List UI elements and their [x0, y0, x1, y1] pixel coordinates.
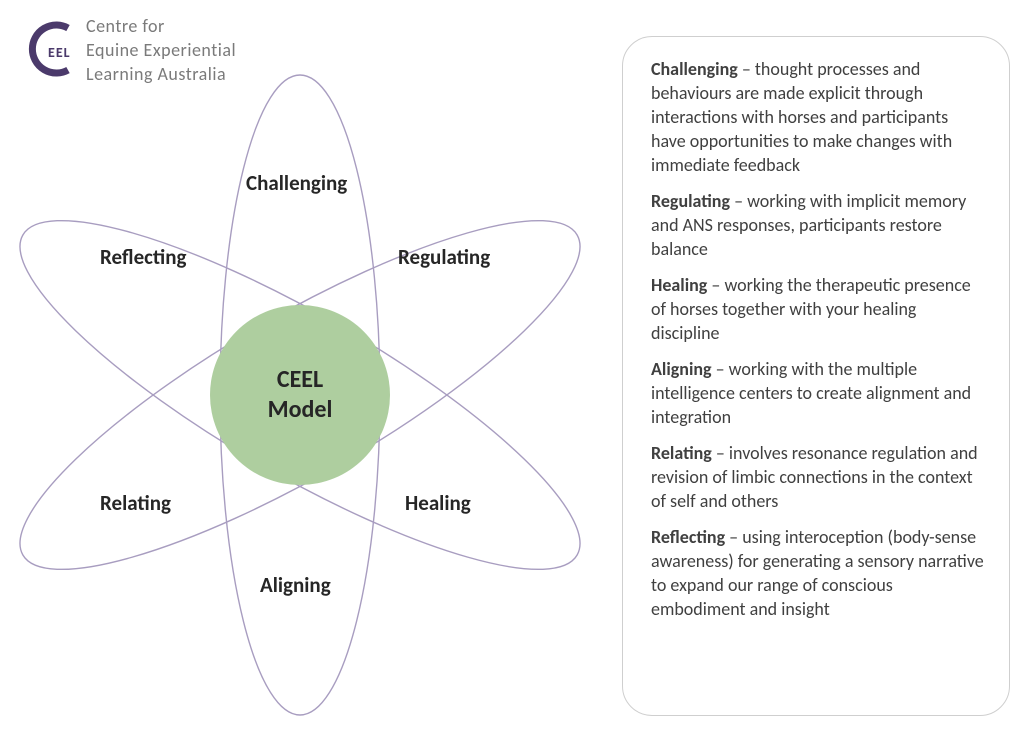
description-term: Healing	[651, 274, 707, 296]
description-term: Challenging	[651, 58, 738, 80]
description-item: Reflecting – using interoception (body-s…	[651, 525, 985, 621]
petal-label: Healing	[405, 490, 471, 516]
center-label: CEELModel	[240, 365, 360, 425]
description-item: Aligning – working with the multiple int…	[651, 357, 985, 429]
center-label-line: Model	[240, 395, 360, 425]
page-root: EEL Centre for Equine Experiential Learn…	[0, 0, 1024, 731]
description-term: Aligning	[651, 358, 712, 380]
description-term: Regulating	[651, 190, 730, 212]
description-item: Regulating – working with implicit memor…	[651, 189, 985, 261]
description-item: Healing – working the therapeutic presen…	[651, 273, 985, 345]
petal-label: Reflecting	[100, 244, 186, 270]
petal-label: Regulating	[398, 244, 490, 270]
description-term: Relating	[651, 442, 712, 464]
description-item: Relating – involves resonance regulation…	[651, 441, 985, 513]
petal-label: Challenging	[246, 170, 347, 196]
description-term: Reflecting	[651, 526, 725, 548]
petal-label: Aligning	[260, 572, 331, 598]
description-panel: Challenging – thought processes and beha…	[622, 36, 1010, 716]
petal-label: Relating	[100, 490, 171, 516]
center-label-line: CEEL	[240, 365, 360, 395]
description-item: Challenging – thought processes and beha…	[651, 57, 985, 177]
